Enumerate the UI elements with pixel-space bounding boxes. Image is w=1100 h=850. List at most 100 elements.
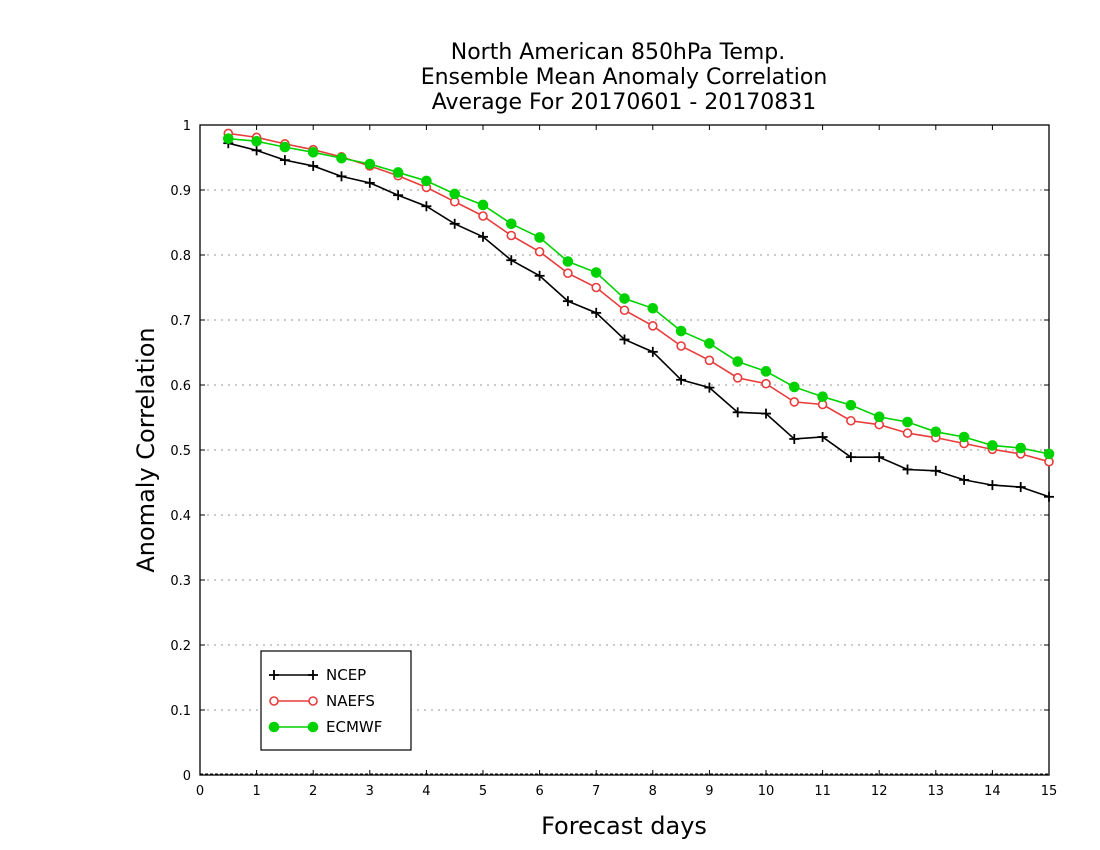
naefs-point xyxy=(704,355,715,366)
y-tick-label: 0.6 xyxy=(170,379,191,394)
y-tick-label: 0.8 xyxy=(170,249,191,264)
legend-label-ncep: NCEP xyxy=(326,666,366,684)
legend-marker-end-naefs xyxy=(308,696,318,706)
legend-marker-start-ncep xyxy=(269,670,279,680)
ecmwf-point xyxy=(704,338,715,349)
x-tick-label: 4 xyxy=(422,784,430,799)
ncep-point xyxy=(421,201,432,212)
legend-marker-start-ecmwf xyxy=(268,721,280,733)
ncep-point xyxy=(534,270,545,281)
legend-label-ecmwf: ECMWF xyxy=(326,718,382,736)
naefs-point xyxy=(846,415,856,426)
x-tick-label: 11 xyxy=(814,784,831,799)
ecmwf-point xyxy=(619,293,630,304)
naefs-point xyxy=(676,341,686,351)
ecmwf-point xyxy=(392,167,404,178)
ecmwf-point xyxy=(1043,448,1055,460)
title-line-1: North American 850hPa Temp. xyxy=(451,40,786,65)
x-tick-label: 10 xyxy=(758,784,775,799)
x-tick-label: 9 xyxy=(705,784,713,799)
ecmwf-point xyxy=(449,188,461,200)
ecmwf-point xyxy=(477,199,489,211)
legend: NCEP NAEFS ECMWF xyxy=(260,650,412,751)
x-tick-label: 13 xyxy=(928,784,945,799)
x-tick-label: 1 xyxy=(252,784,260,799)
ecmwf-point xyxy=(647,303,659,314)
title-line-3: Average For 20170601 - 20170831 xyxy=(432,90,817,115)
y-tick-label: 0 xyxy=(183,769,191,784)
ecmwf-point xyxy=(364,158,376,170)
chart-title: North American 850hPa Temp. Ensemble Mea… xyxy=(421,40,828,115)
naefs-point xyxy=(732,373,743,383)
ecmwf-point xyxy=(817,391,828,403)
naefs-point xyxy=(478,211,488,221)
ecmwf-point xyxy=(930,426,942,438)
ncep-point xyxy=(959,474,970,485)
ecmwf-point xyxy=(307,147,319,158)
ecmwf-point xyxy=(789,381,800,393)
ncep-series xyxy=(223,138,1054,502)
ncep-point xyxy=(308,160,319,171)
ncep-point xyxy=(704,382,715,393)
x-tick-label: 12 xyxy=(871,784,888,799)
ncep-point xyxy=(817,432,828,442)
ecmwf-point xyxy=(421,175,432,187)
gridlines xyxy=(200,189,1049,775)
ecmwf-series xyxy=(223,133,1055,460)
ncep-point xyxy=(364,177,375,188)
y-tick-label: 0.9 xyxy=(170,184,191,199)
y-tick-label: 0.3 xyxy=(170,574,191,589)
legend-marker-end-ecmwf xyxy=(307,721,319,733)
ecmwf-point xyxy=(1015,442,1027,454)
ecmwf-point xyxy=(760,366,772,377)
ncep-point xyxy=(336,171,347,182)
x-tick-label: 7 xyxy=(592,784,600,799)
naefs-point xyxy=(789,397,800,407)
ncep-point xyxy=(845,452,856,463)
naefs-point xyxy=(563,268,573,279)
ecmwf-point xyxy=(987,440,998,451)
y-tick-label: 0.4 xyxy=(170,509,191,524)
x-tick-label: 5 xyxy=(479,784,487,799)
ncep-point xyxy=(279,155,290,166)
x-axis-title: Forecast days xyxy=(541,812,707,840)
ncep-point xyxy=(987,480,998,491)
naefs-point xyxy=(619,305,630,316)
naefs-point xyxy=(761,378,771,389)
x-tick-label: 0 xyxy=(196,784,204,799)
ecmwf-point xyxy=(562,256,574,267)
ncep-point xyxy=(761,408,771,419)
y-tick-label: 0.7 xyxy=(170,314,191,329)
legend-item-naefs: NAEFS xyxy=(269,692,375,710)
ecmwf-point xyxy=(958,431,970,443)
title-line-2: Ensemble Mean Anomaly Correlation xyxy=(421,65,828,90)
ncep-point xyxy=(619,334,630,345)
ecmwf-point xyxy=(534,232,545,243)
ecmwf-point xyxy=(506,218,517,230)
ncep-point xyxy=(732,407,743,418)
ncep-point xyxy=(506,255,517,266)
legend-item-ncep: NCEP xyxy=(269,666,366,684)
ecmwf-point xyxy=(732,356,744,367)
ncep-point xyxy=(449,218,460,229)
ecmwf-point xyxy=(251,135,262,147)
ncep-point xyxy=(478,231,488,242)
ncep-point xyxy=(789,433,800,444)
naefs-point xyxy=(506,230,517,241)
ecmwf-point xyxy=(902,416,913,428)
y-axis-title: Anomaly Correlation xyxy=(132,327,160,572)
naefs-point xyxy=(591,282,602,293)
ncep-point xyxy=(647,346,658,357)
y-tick-label: 0.5 xyxy=(170,444,191,459)
data-series xyxy=(223,128,1055,502)
axes: 00.10.20.30.40.50.60.70.80.910 1 2 3 4 5 6 7 8 9 1… xyxy=(170,119,1057,799)
legend-marker-start-naefs xyxy=(269,696,279,706)
ncep-point xyxy=(902,464,913,475)
legend-label-naefs: NAEFS xyxy=(326,692,375,710)
ecmwf-point xyxy=(590,267,602,278)
x-tick-label: 2 xyxy=(309,784,317,799)
ncep-point xyxy=(591,307,602,318)
ncep-point xyxy=(1015,482,1026,493)
